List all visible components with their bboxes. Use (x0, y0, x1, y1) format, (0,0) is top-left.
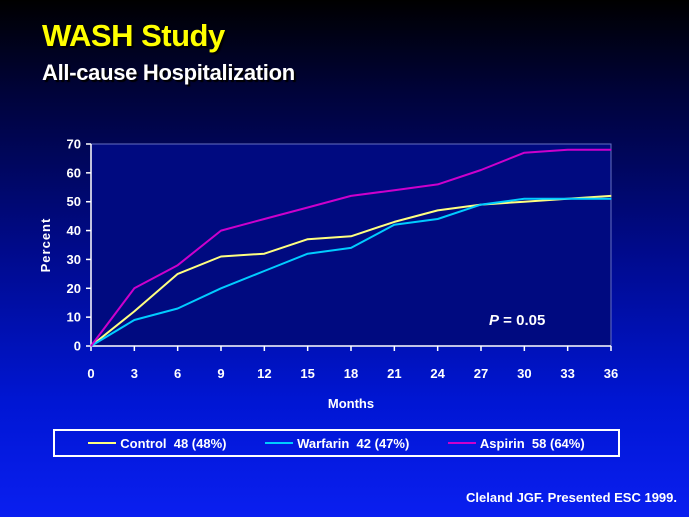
x-tick-label: 6 (174, 366, 181, 381)
y-tick-label: 0 (74, 339, 81, 354)
data-point-series-0 (220, 255, 222, 258)
legend-swatch-control (88, 442, 117, 444)
data-point-series-1 (263, 270, 265, 272)
data-point-series-0 (307, 238, 309, 240)
data-point-series-0 (437, 209, 439, 211)
data-point-series-2 (263, 218, 265, 220)
x-tick-label: 30 (517, 366, 531, 381)
data-point-series-1 (610, 198, 612, 200)
x-tick-label: 15 (300, 366, 314, 381)
x-tick-label: 12 (257, 366, 271, 381)
x-tick-label: 18 (344, 366, 358, 381)
data-point-series-2 (220, 229, 222, 232)
legend-swatch-warfarin (265, 442, 294, 444)
y-tick-label: 70 (67, 137, 81, 152)
data-point-series-2 (523, 152, 525, 154)
legend-item-warfarin: Warfarin 42 (47%) (265, 436, 409, 451)
p-value-annotation: P = 0.05 (489, 312, 545, 329)
x-tick-label: 33 (560, 366, 574, 381)
data-point-series-0 (393, 221, 395, 223)
legend-label-warfarin: Warfarin 42 (47%) (297, 435, 410, 451)
p-value-symbol: P (489, 312, 500, 329)
x-tick-label: 36 (604, 366, 618, 381)
data-point-series-1 (307, 253, 309, 255)
data-point-series-0 (350, 235, 352, 237)
chart-legend: Control 48 (48%) Warfarin 42 (47%) Aspir… (53, 429, 620, 457)
x-tick-label: 9 (217, 366, 224, 381)
data-point-series-1 (567, 198, 569, 200)
data-point-series-2 (177, 264, 179, 266)
legend-item-aspirin: Aspirin 58 (64%) (447, 435, 585, 451)
y-axis-title: Percent (38, 218, 53, 273)
data-point-series-2 (90, 345, 92, 347)
data-point-series-2 (350, 195, 352, 197)
data-point-series-2 (437, 183, 439, 185)
data-point-series-0 (133, 310, 135, 312)
data-point-series-0 (610, 195, 612, 197)
data-point-series-2 (567, 149, 569, 151)
data-point-series-1 (437, 218, 439, 220)
page-title: WASH Study (42, 18, 225, 53)
data-point-series-0 (523, 201, 525, 203)
data-point-series-0 (263, 253, 265, 255)
y-tick-label: 10 (67, 310, 81, 325)
page-subtitle: All-cause Hospitalization (42, 60, 295, 85)
data-point-series-2 (480, 169, 482, 171)
data-point-series-2 (393, 189, 395, 191)
x-tick-label: 0 (87, 366, 94, 381)
data-point-series-2 (133, 287, 135, 289)
y-tick-label: 50 (67, 194, 81, 209)
data-point-series-2 (307, 206, 309, 209)
citation-credit: Cleland JGF. Presented ESC 1999. (466, 490, 677, 505)
x-tick-label: 3 (131, 366, 138, 381)
x-tick-label: 27 (474, 366, 488, 381)
data-point-series-1 (480, 204, 482, 206)
legend-label-aspirin: Aspirin 58 (64%) (479, 435, 585, 451)
data-point-series-1 (350, 247, 352, 249)
legend-item-control: Control 48 (48%) (88, 436, 226, 451)
legend-swatch-aspirin (447, 442, 476, 444)
y-tick-label: 40 (67, 223, 81, 238)
y-tick-label: 60 (67, 165, 81, 180)
data-point-series-1 (177, 307, 179, 310)
data-point-series-0 (177, 273, 179, 275)
data-point-series-1 (523, 198, 525, 200)
data-point-series-1 (220, 287, 222, 289)
legend-label-control: Control 48 (48%) (120, 435, 227, 451)
plot-area (90, 143, 612, 347)
data-point-series-1 (133, 319, 135, 321)
data-point-series-1 (393, 224, 395, 226)
data-point-series-2 (610, 149, 612, 151)
p-value-number: = 0.05 (499, 312, 545, 329)
y-tick-label: 20 (67, 281, 81, 296)
x-axis-title: Months (328, 396, 374, 411)
x-tick-label: 24 (430, 366, 445, 381)
x-tick-label: 21 (387, 366, 401, 381)
y-tick-label: 30 (67, 252, 81, 267)
